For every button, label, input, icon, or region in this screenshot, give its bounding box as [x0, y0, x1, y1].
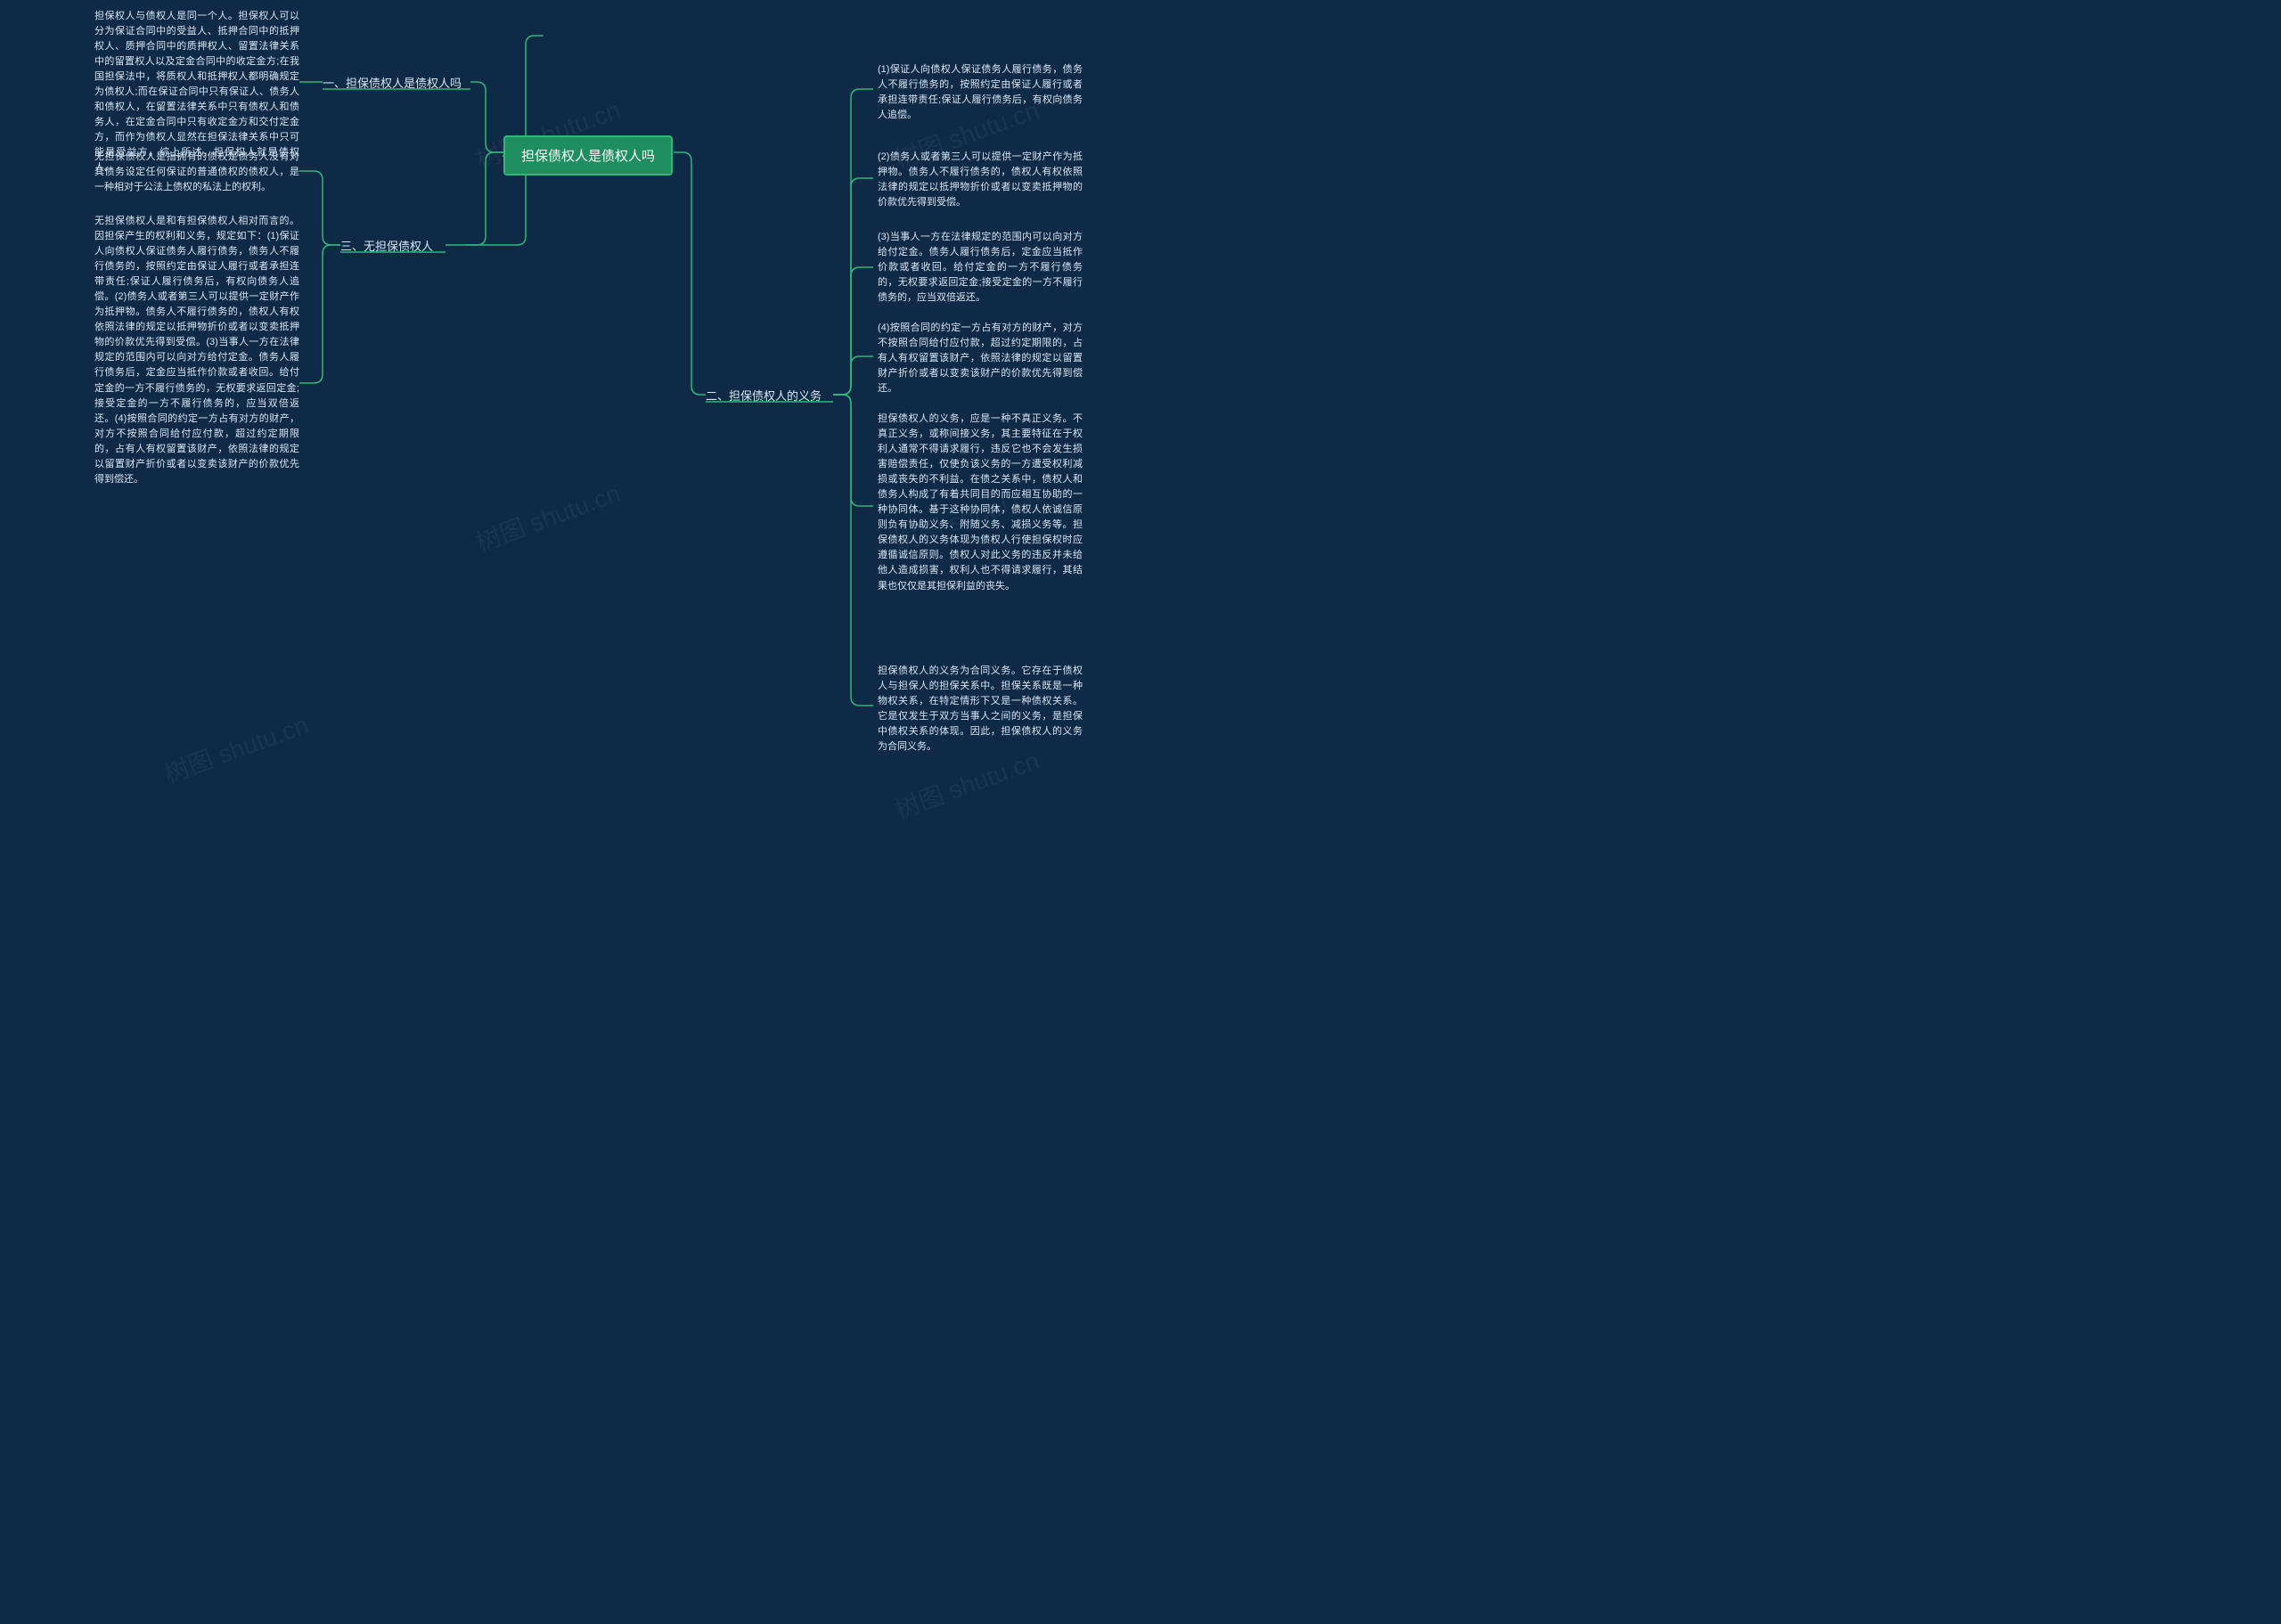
leaf-two-5: 担保债权人的义务，应是一种不真正义务。不真正义务，或称间接义务，其主要特征在于权…	[878, 412, 1083, 594]
leaf-two-3: (3)当事人一方在法律规定的范围内可以向对方给付定金。债务人履行债务后，定金应当…	[878, 230, 1083, 306]
branch-two[interactable]: 二、担保债权人的义务	[706, 387, 822, 404]
root-node[interactable]: 担保债权人是债权人吗	[503, 135, 673, 175]
leaf-two-4: (4)按照合同的约定一方占有对方的财产，对方不按照合同给付应付款，超过约定期限的…	[878, 321, 1083, 396]
leaf-two-6: 担保债权人的义务为合同义务。它存在于债权人与担保人的担保关系中。担保关系既是一种…	[878, 664, 1083, 755]
watermark: 树图 shutu.cn	[470, 474, 625, 559]
leaf-two-2: (2)债务人或者第三人可以提供一定财产作为抵押物。债务人不履行债务的，债权人有权…	[878, 150, 1083, 210]
branch-three[interactable]: 三、无担保债权人	[340, 237, 433, 254]
leaf-three-1: 无担保债权人是指拥有的债权是债务人没有对其债务设定任何保证的普通债权的债权人，是…	[94, 150, 299, 195]
branch-one[interactable]: 一、担保债权人是债权人吗	[323, 74, 462, 91]
watermark: 树图 shutu.cn	[159, 706, 313, 791]
leaf-two-1: (1)保证人向债权人保证债务人履行债务，债务人不履行债务的，按照约定由保证人履行…	[878, 62, 1083, 123]
leaf-three-2: 无担保债权人是和有担保债权人相对而言的。因担保产生的权利和义务，规定如下：(1)…	[94, 214, 299, 487]
